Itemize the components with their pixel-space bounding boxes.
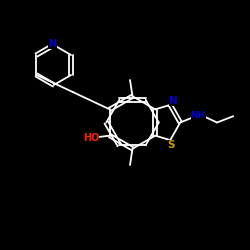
Text: S: S: [168, 140, 175, 149]
Text: NH: NH: [190, 110, 206, 120]
Text: N: N: [169, 96, 177, 106]
Text: HO: HO: [83, 133, 99, 143]
Text: N: N: [48, 40, 56, 50]
